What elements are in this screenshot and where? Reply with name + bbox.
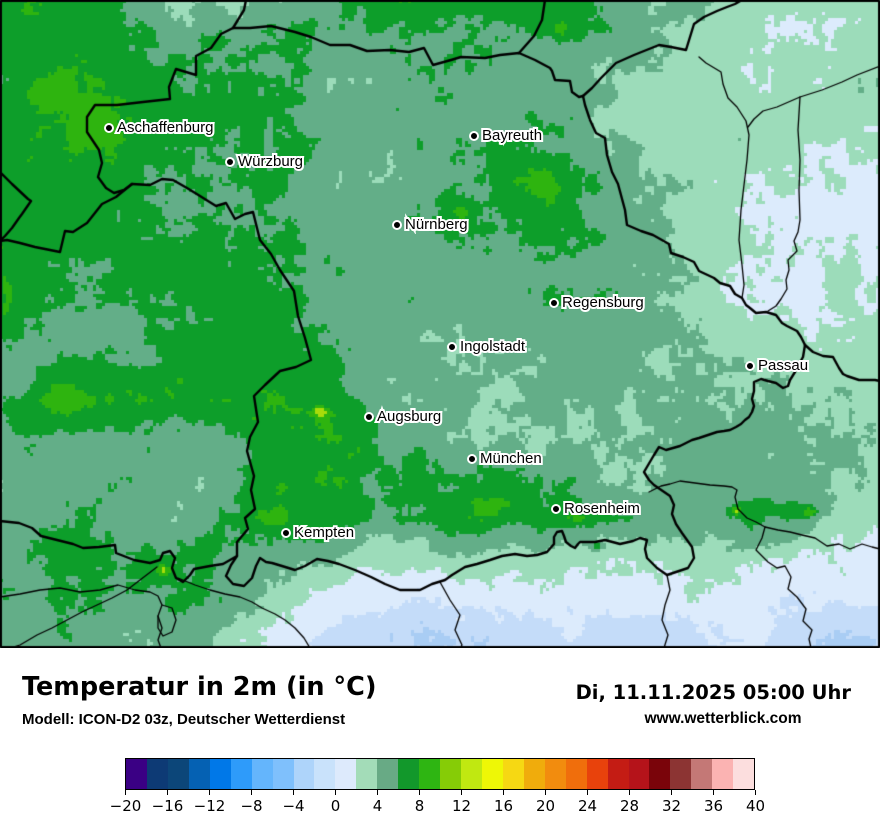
tick-mark xyxy=(335,790,336,795)
colorbar-segment xyxy=(167,759,189,789)
tick-label: −16 xyxy=(151,797,184,815)
tick-label: 4 xyxy=(372,797,383,815)
tick-label: 8 xyxy=(414,797,425,815)
colorbar-segment xyxy=(251,759,273,789)
tick-label: 12 xyxy=(451,797,472,815)
tick-mark xyxy=(167,790,168,795)
tick-mark xyxy=(293,790,294,795)
tick-mark xyxy=(251,790,252,795)
tick-mark xyxy=(419,790,420,795)
tick-label: 24 xyxy=(577,797,598,815)
tick-label: 0 xyxy=(330,797,341,815)
tick-mark xyxy=(209,790,210,795)
colorbar-segment xyxy=(649,759,671,789)
colorbar-segment xyxy=(356,759,378,789)
tick-mark xyxy=(713,790,714,795)
colorbar-segment xyxy=(398,759,420,789)
tick-mark xyxy=(629,790,630,795)
colorbar-segment xyxy=(440,759,461,789)
tick-mark xyxy=(545,790,546,795)
colorbar-segment xyxy=(523,759,545,789)
tick-mark xyxy=(377,790,378,795)
footer: Temperatur in 2m (in °C) Modell: ICON-D2… xyxy=(0,648,880,830)
tick-label: 28 xyxy=(619,797,640,815)
colorbar-segment xyxy=(607,759,629,789)
colorbar-segment xyxy=(670,759,692,789)
colorbar-segment xyxy=(691,759,713,789)
colorbar-segment xyxy=(733,759,755,789)
tick-label: −8 xyxy=(240,797,263,815)
tick-label: −4 xyxy=(282,797,305,815)
colorbar-segment xyxy=(565,759,587,789)
tick-mark xyxy=(671,790,672,795)
colorbar-segment xyxy=(586,759,608,789)
colorbar-segment xyxy=(293,759,315,789)
model-info: Modell: ICON-D2 03z, Deutscher Wetterdie… xyxy=(22,711,346,728)
colorbar-ticks: −20 −16 −12 −8 −4 0 4 8 12 16 20 24 28 32 36 40 xyxy=(0,790,880,830)
colorbar-segment xyxy=(230,759,252,789)
tick-label: 40 xyxy=(745,797,766,815)
colorbar-segment xyxy=(461,759,482,789)
forecast-datetime: Di, 11.11.2025 05:00 Uhr xyxy=(575,681,851,704)
temperature-colorbar xyxy=(125,758,755,790)
colorbar-segment xyxy=(502,759,524,789)
colorbar-segment xyxy=(209,759,231,789)
tick-label: 20 xyxy=(535,797,556,815)
website-credit: www.wetterblick.com xyxy=(644,710,802,727)
tick-mark xyxy=(503,790,504,795)
colorbar-segment xyxy=(126,759,147,789)
tick-label: 36 xyxy=(703,797,724,815)
colorbar-segment xyxy=(628,759,650,789)
tick-mark xyxy=(587,790,588,795)
tick-mark xyxy=(461,790,462,795)
colorbar-segment xyxy=(481,759,503,789)
tick-mark xyxy=(755,790,756,795)
colorbar-segment xyxy=(314,759,336,789)
colorbar-segment xyxy=(712,759,734,789)
tick-mark xyxy=(125,790,126,795)
tick-label: −12 xyxy=(193,797,226,815)
tick-label: 32 xyxy=(661,797,682,815)
colorbar-segment xyxy=(335,759,357,789)
tick-label: 16 xyxy=(493,797,514,815)
temperature-field-canvas xyxy=(0,0,880,648)
colorbar-segment xyxy=(544,759,566,789)
colorbar-segment xyxy=(419,759,441,789)
map-title: Temperatur in 2m (in °C) xyxy=(22,672,377,702)
colorbar-segment xyxy=(146,759,168,789)
weather-map: Aschaffenburg Aschaffenburg Würzburg Würzbu… xyxy=(0,0,880,648)
colorbar-segment xyxy=(377,759,399,789)
colorbar-segment xyxy=(188,759,210,789)
tick-label: −20 xyxy=(109,797,142,815)
colorbar-segment xyxy=(272,759,294,789)
